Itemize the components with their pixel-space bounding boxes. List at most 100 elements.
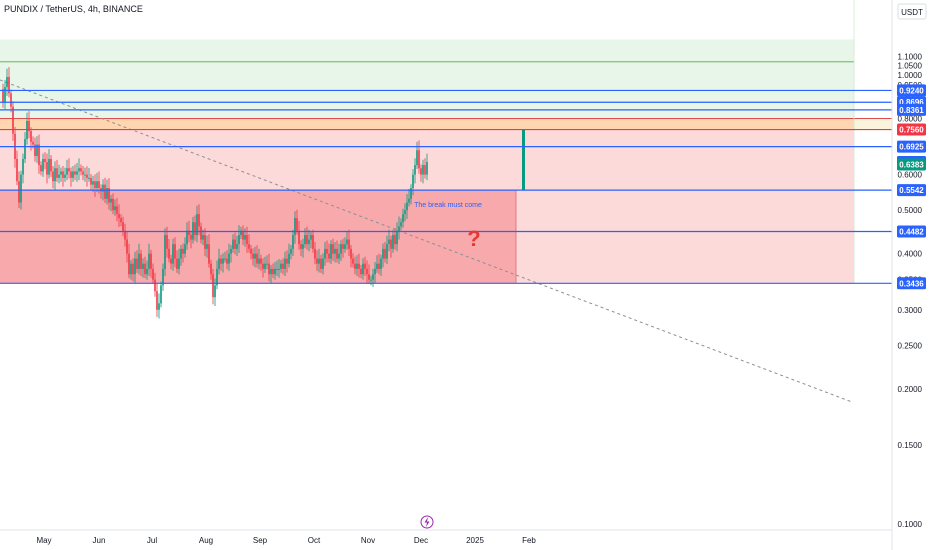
candle	[254, 253, 256, 259]
candle	[374, 268, 376, 275]
x-axis-ticks: May Jun Jul Aug Sep Oct Nov Dec 2025 Feb	[36, 536, 536, 545]
y-tick-label: 0.1500	[898, 441, 923, 450]
candle	[266, 263, 268, 265]
candle	[362, 263, 364, 275]
candle	[128, 253, 130, 275]
candle	[54, 168, 56, 182]
candle	[248, 244, 250, 249]
candle	[252, 253, 254, 259]
y-tick-label: 0.3000	[898, 306, 923, 315]
candle	[182, 248, 184, 254]
candle	[262, 263, 264, 269]
x-tick-label: Aug	[199, 536, 213, 545]
candle	[400, 222, 402, 227]
candle	[156, 291, 158, 310]
level-badge-label: 0.8361	[899, 106, 924, 115]
candle	[214, 285, 216, 298]
zone-green	[0, 39, 854, 119]
candle	[226, 258, 228, 264]
candle	[244, 235, 246, 240]
y-tick-label: 0.6000	[898, 171, 923, 180]
candle	[296, 218, 298, 231]
candle	[52, 171, 54, 182]
candle	[340, 244, 342, 254]
candle	[140, 253, 142, 269]
candle	[356, 263, 358, 269]
level-badge	[897, 225, 926, 238]
candle	[76, 171, 78, 175]
candle	[250, 248, 252, 254]
candle	[130, 263, 132, 275]
candle	[218, 258, 220, 269]
candle	[224, 258, 226, 260]
candle	[148, 253, 150, 269]
candle	[114, 206, 116, 211]
candle	[158, 303, 160, 310]
candle	[338, 253, 340, 259]
candle	[178, 258, 180, 269]
candle	[62, 171, 64, 178]
candle	[342, 244, 344, 249]
candle	[42, 159, 44, 172]
candle	[126, 239, 128, 254]
x-tick-label: Oct	[308, 536, 321, 545]
candle	[96, 181, 98, 189]
event-lightning-icon	[420, 515, 434, 529]
candle	[120, 218, 122, 223]
candle	[260, 258, 262, 264]
candle	[112, 198, 114, 211]
candle	[354, 263, 356, 269]
candle	[396, 230, 398, 245]
candle	[154, 279, 156, 292]
candle	[366, 268, 368, 275]
candle	[90, 177, 92, 185]
candle	[102, 184, 104, 192]
candle	[50, 159, 52, 172]
candle	[136, 258, 138, 269]
candle	[24, 139, 26, 160]
candle	[422, 165, 424, 175]
candle	[348, 239, 350, 249]
candle	[70, 171, 72, 178]
candle	[210, 263, 212, 275]
candle	[10, 93, 12, 107]
candle	[238, 235, 240, 245]
candle	[416, 150, 418, 166]
candle	[358, 263, 360, 269]
candle	[118, 214, 120, 219]
x-tick-label: Sep	[253, 536, 268, 545]
candle	[228, 253, 230, 264]
candle	[36, 144, 38, 157]
candle	[108, 188, 110, 203]
candle	[84, 174, 86, 176]
candle	[110, 198, 112, 203]
candle	[272, 268, 274, 275]
candle	[8, 76, 10, 94]
candle	[382, 248, 384, 259]
candle	[104, 184, 106, 199]
candle	[68, 168, 70, 172]
candle	[298, 230, 300, 245]
candle	[242, 230, 244, 240]
candle	[320, 258, 322, 269]
candle	[384, 248, 386, 259]
level-badge	[897, 103, 926, 116]
candle	[324, 248, 326, 259]
level-badge	[897, 140, 926, 153]
candle	[232, 239, 234, 249]
candle	[306, 235, 308, 245]
candle	[322, 258, 324, 269]
candle	[170, 258, 172, 264]
symbol-title[interactable]: PUNDIX / TetherUS, 4h, BINANCE	[4, 4, 143, 14]
candle	[302, 244, 304, 249]
candle	[404, 210, 406, 215]
candle	[176, 258, 178, 269]
y-tick-label: 0.2500	[898, 341, 923, 350]
candle	[290, 248, 292, 254]
candle	[386, 244, 388, 259]
candle	[380, 258, 382, 269]
candle	[352, 258, 354, 264]
projected-candle	[522, 129, 525, 191]
